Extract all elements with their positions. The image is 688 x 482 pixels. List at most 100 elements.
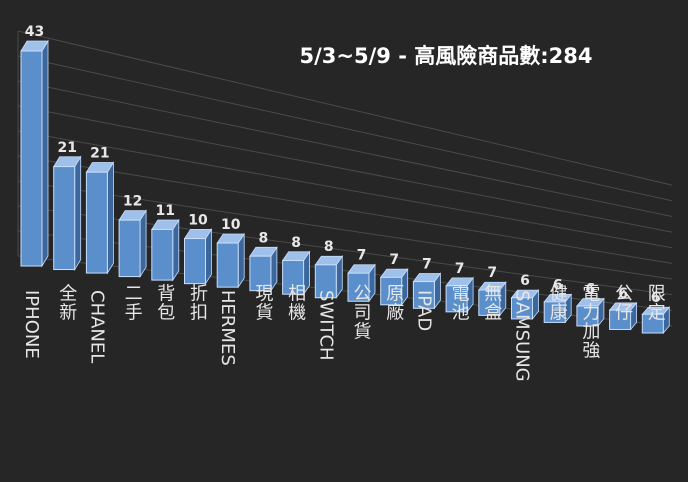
grid-line: [17, 30, 673, 186]
bar: [183, 227, 213, 285]
category-label: 相機: [288, 283, 306, 323]
bar: [379, 267, 409, 307]
value-label: 43: [25, 24, 44, 40]
category-label: SWITCH: [316, 290, 337, 361]
category-label: 原廠: [386, 283, 404, 323]
category-label: 全新: [59, 283, 77, 323]
category-label: IPHONE: [22, 290, 43, 359]
bar: [281, 250, 311, 296]
category-label: HERMES: [218, 290, 239, 366]
value-label: 7: [422, 256, 432, 272]
bar: [641, 306, 671, 335]
grid-line: [17, 205, 673, 296]
value-label: 6: [651, 290, 661, 306]
bar: [445, 276, 474, 314]
value-label: 6: [586, 282, 596, 298]
value-labels: 43 21 21 12 11 10 10 8 8 8 7 7 7 7 7 6 6 6 6 6: [25, 24, 661, 306]
bar-front-face: [151, 228, 174, 281]
category-label: 公仔: [615, 283, 633, 323]
bar: [118, 209, 147, 278]
value-label: 7: [455, 261, 465, 277]
bar-front-face: [216, 242, 239, 288]
grid-line: [17, 180, 673, 280]
grid-lines: [17, 30, 673, 327]
bar: [20, 39, 49, 268]
bar-side-face: [74, 155, 82, 271]
bar-front-face: [412, 281, 435, 309]
bar: [85, 161, 115, 275]
grid-line: [17, 80, 673, 217]
category-label: 現貨: [255, 283, 273, 323]
bar-front-face: [445, 285, 468, 313]
category-label: 電池: [452, 283, 470, 323]
bar-side-face: [107, 161, 114, 275]
category-label: IPAD: [414, 290, 435, 331]
value-label: 8: [291, 235, 301, 251]
value-label: 7: [389, 252, 399, 268]
value-label: 10: [188, 212, 208, 228]
value-label: 8: [259, 230, 269, 246]
bar-front-face: [249, 255, 272, 292]
bar-front-face: [609, 309, 632, 330]
value-label: 11: [156, 203, 175, 219]
bar-side-face: [41, 39, 49, 268]
value-label: 6: [520, 273, 530, 289]
bar: [510, 288, 540, 321]
bar-front-face: [20, 50, 43, 267]
bar-side-face: [139, 209, 147, 278]
bar-front-face: [53, 166, 76, 271]
value-label: 7: [487, 265, 497, 281]
value-label: 12: [123, 194, 142, 210]
value-label: 21: [57, 140, 76, 156]
bar: [608, 301, 638, 331]
category-label: 公司貨: [354, 283, 372, 342]
bar-side-face: [172, 218, 180, 282]
value-label: 7: [357, 248, 367, 264]
grid-line: [17, 155, 673, 264]
bar: [52, 155, 82, 271]
bar: [477, 281, 507, 317]
grid-line: [17, 230, 673, 311]
value-label: 21: [90, 146, 109, 162]
bar-series: [20, 39, 671, 335]
bar: [216, 232, 245, 289]
grid-line: [17, 105, 673, 233]
category-label: 二手: [125, 283, 143, 323]
category-label: 限定: [648, 283, 666, 323]
bar-front-face: [641, 313, 664, 334]
category-label: SAMSUNG: [512, 290, 533, 382]
bar: [151, 218, 180, 282]
bar-front-face: [380, 276, 403, 306]
bar-front-face: [511, 297, 533, 320]
bar-front-face: [478, 289, 501, 316]
category-label: 無盒: [484, 283, 502, 323]
bar-front-face: [543, 301, 566, 323]
category-label: 電力加強: [582, 283, 600, 361]
grid-line: [17, 130, 673, 249]
category-label: 折扣: [190, 283, 208, 323]
bar: [412, 272, 442, 310]
bar: [543, 293, 573, 324]
bar: [576, 297, 605, 328]
bar: [314, 254, 344, 300]
bar-front-face: [576, 305, 599, 327]
value-label: 8: [324, 239, 334, 255]
grid-line: [17, 55, 673, 202]
grid-line: [17, 255, 673, 327]
category-label: 背包: [157, 283, 175, 323]
category-label: 健康: [550, 283, 568, 323]
bar: [249, 245, 278, 292]
bar-front-face: [85, 171, 108, 274]
value-label: 10: [221, 217, 241, 233]
bar-front-face: [282, 260, 305, 295]
chart-title: 5/3~5/9 - 高風險商品數:284: [300, 44, 593, 68]
value-label: 6: [618, 286, 628, 302]
bar-front-face: [184, 238, 206, 285]
category-label: CHANEL: [87, 290, 108, 363]
bar: [347, 263, 376, 303]
bar-front-face: [314, 264, 337, 299]
bar-front-face: [118, 219, 141, 278]
value-label: 6: [553, 277, 563, 293]
